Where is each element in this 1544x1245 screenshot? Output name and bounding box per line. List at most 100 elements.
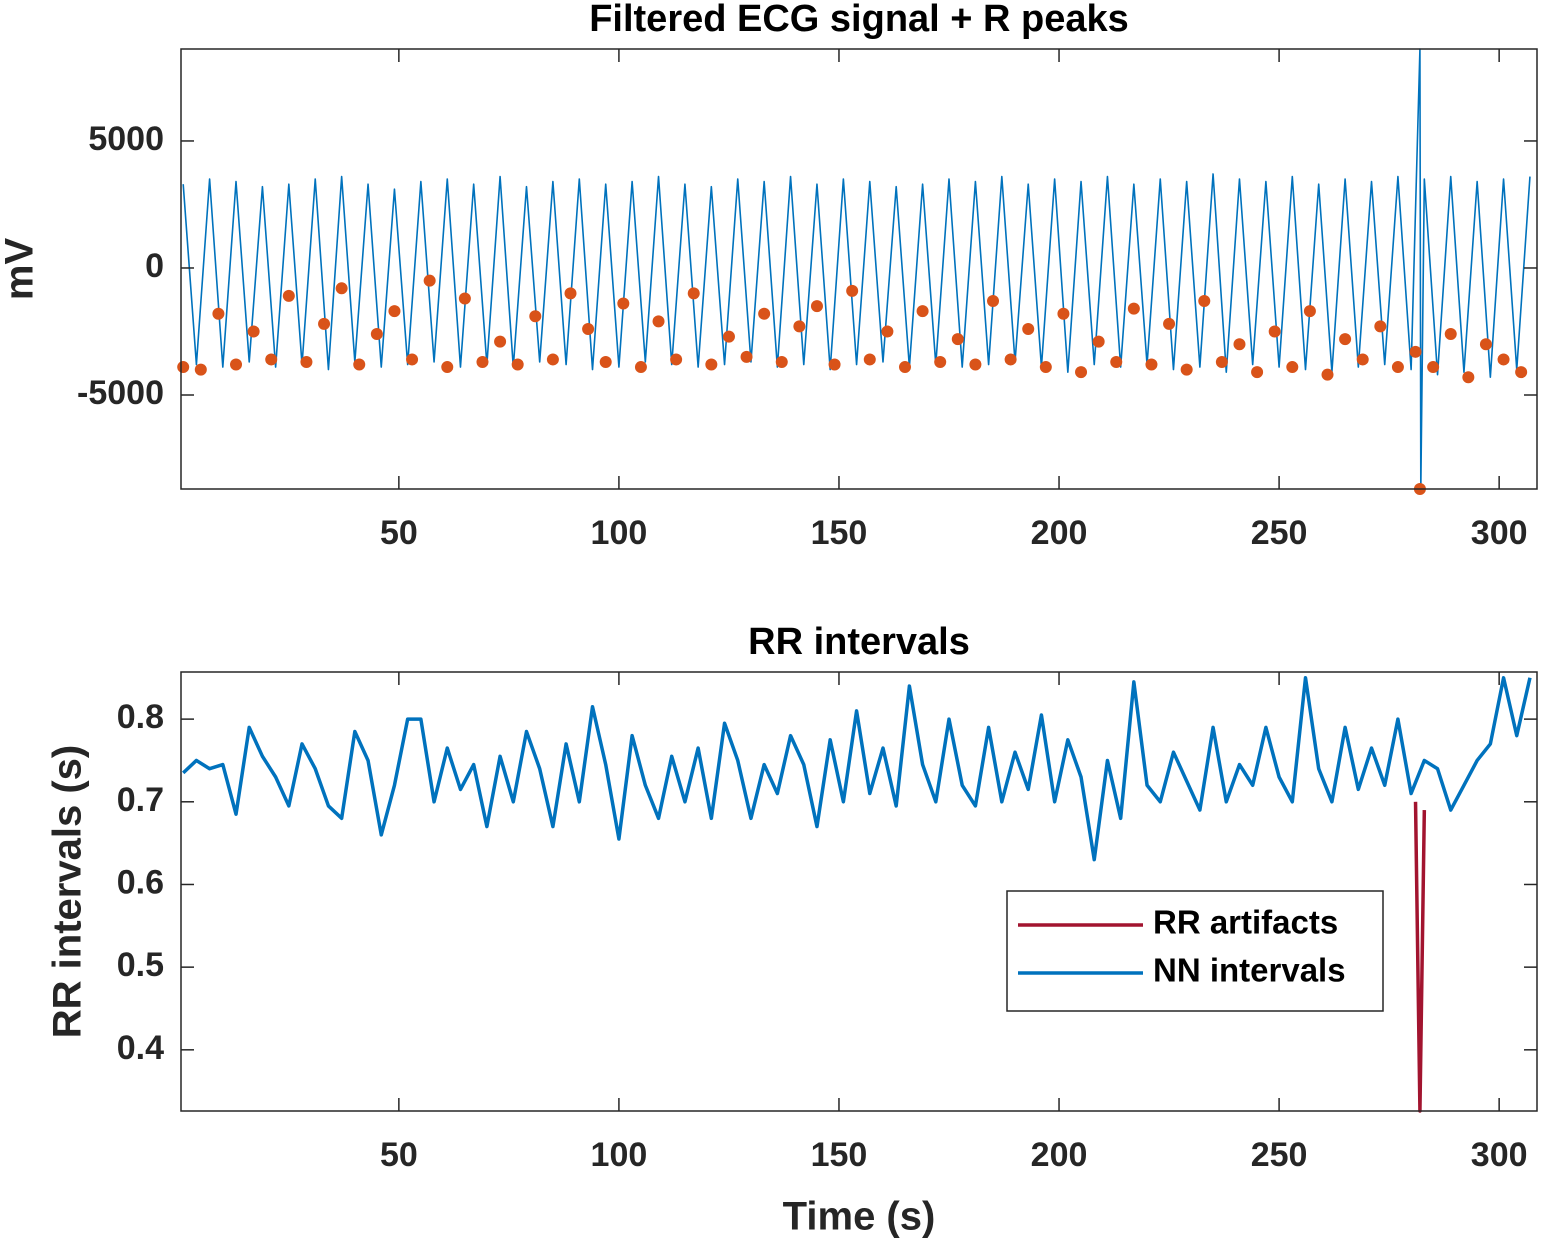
r-peak xyxy=(318,317,331,330)
x-tick-label: 50 xyxy=(380,1136,418,1174)
legend-label: RR artifacts xyxy=(1153,904,1338,941)
x-tick-label: 300 xyxy=(1471,1136,1528,1174)
r-peak xyxy=(863,353,876,366)
y-tick-label: -5000 xyxy=(77,374,164,412)
plot-area xyxy=(177,48,1531,495)
r-peak xyxy=(652,315,665,328)
x-tick-label: 150 xyxy=(811,1136,868,1174)
y-tick-label: 0.5 xyxy=(117,946,164,984)
data-line xyxy=(182,676,1532,862)
x-tick-label: 200 xyxy=(1031,1136,1088,1174)
r-peak xyxy=(353,358,366,371)
r-peak xyxy=(406,353,419,366)
r-peak xyxy=(1339,333,1352,346)
r-peak xyxy=(194,363,207,376)
r-peak xyxy=(441,361,454,374)
r-peak xyxy=(1409,345,1422,358)
r-peak xyxy=(810,300,823,313)
r-peak xyxy=(247,325,260,338)
r-peak xyxy=(916,305,929,318)
r-peak xyxy=(1303,305,1316,318)
r-peak xyxy=(987,295,1000,308)
r-peak xyxy=(1497,353,1510,366)
y-axis-label: mV xyxy=(0,238,42,301)
r-peak xyxy=(775,355,788,368)
r-peak xyxy=(670,353,683,366)
r-peak xyxy=(511,358,524,371)
r-peak xyxy=(634,361,647,374)
r-peak xyxy=(230,358,243,371)
r-peak xyxy=(370,328,383,341)
r-peak xyxy=(1145,358,1158,371)
legend-box xyxy=(1006,890,1384,1012)
r-peak xyxy=(898,361,911,374)
r-peak xyxy=(1321,368,1334,381)
y-tick-label: 5000 xyxy=(88,120,164,158)
r-peak xyxy=(335,282,348,295)
y-tick-label: 0.8 xyxy=(117,698,164,736)
axes-box xyxy=(180,48,1538,490)
r-peak xyxy=(705,358,718,371)
r-peak xyxy=(1180,363,1193,376)
r-peak xyxy=(582,322,595,335)
axes-box xyxy=(180,671,1538,1112)
r-peak xyxy=(969,358,982,371)
r-peak xyxy=(881,325,894,338)
chart-title: Filtered ECG signal + R peaks xyxy=(589,0,1129,40)
r-peak xyxy=(265,353,278,366)
r-peak xyxy=(1427,361,1440,374)
x-tick-label: 250 xyxy=(1251,514,1308,552)
r-peak xyxy=(476,355,489,368)
r-peak xyxy=(951,333,964,346)
r-peak xyxy=(1356,353,1369,366)
r-peak xyxy=(458,292,471,305)
x-tick-label: 300 xyxy=(1471,514,1528,552)
r-peak xyxy=(177,361,190,374)
r-peak xyxy=(1268,325,1281,338)
r-peak xyxy=(1462,371,1475,384)
r-peak xyxy=(758,307,771,320)
r-peak xyxy=(1374,320,1387,333)
data-line xyxy=(182,48,1531,490)
r-peak xyxy=(546,353,559,366)
r-peak xyxy=(564,287,577,300)
r-peak xyxy=(529,310,542,323)
x-tick-label: 250 xyxy=(1251,1136,1308,1174)
r-peak xyxy=(793,320,806,333)
r-peak xyxy=(1163,317,1176,330)
x-tick-label: 100 xyxy=(591,1136,648,1174)
r-peak xyxy=(1127,302,1140,315)
r-peak xyxy=(1286,361,1299,374)
r-peak xyxy=(599,355,612,368)
legend-label: NN intervals xyxy=(1153,952,1346,989)
r-peak xyxy=(282,289,295,302)
chart-title: RR intervals xyxy=(748,621,970,663)
r-peak xyxy=(212,307,225,320)
r-peak xyxy=(1233,338,1246,351)
r-peak xyxy=(934,355,947,368)
r-peak xyxy=(1198,295,1211,308)
x-tick-label: 150 xyxy=(811,514,868,552)
x-axis-label: Time (s) xyxy=(783,1195,936,1239)
r-peak xyxy=(1057,307,1070,320)
y-tick-label: 0.4 xyxy=(117,1029,164,1067)
r-peak xyxy=(828,358,841,371)
r-peak xyxy=(1004,353,1017,366)
r-peak xyxy=(1039,361,1052,374)
y-axis-label: RR intervals (s) xyxy=(46,745,90,1038)
r-peak xyxy=(1215,355,1228,368)
r-peak xyxy=(722,330,735,343)
y-tick-label: 0.7 xyxy=(117,781,164,819)
r-peak xyxy=(1444,328,1457,341)
x-tick-label: 100 xyxy=(591,514,648,552)
r-peak xyxy=(740,350,753,363)
r-peak xyxy=(494,335,507,348)
r-peak xyxy=(1075,366,1088,379)
r-peak xyxy=(1391,361,1404,374)
r-peak xyxy=(1092,335,1105,348)
r-peak xyxy=(1251,366,1264,379)
r-peak xyxy=(300,355,313,368)
r-peak xyxy=(423,274,436,287)
y-tick-label: 0 xyxy=(145,247,164,285)
